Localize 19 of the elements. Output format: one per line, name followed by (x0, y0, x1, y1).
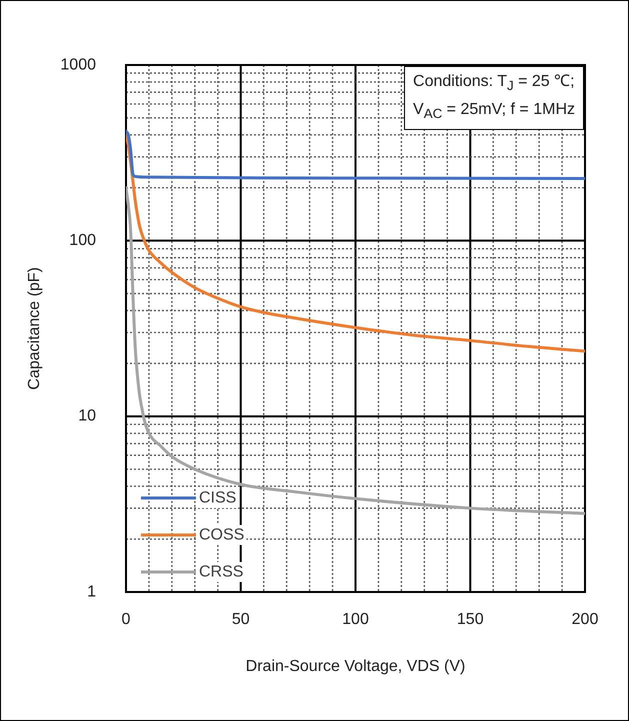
line-series (126, 186, 585, 515)
x-tick-label: 150 (456, 611, 484, 628)
y-tick-label: 1 (87, 583, 96, 600)
legend-label: COSS (199, 526, 244, 544)
x-tick-label: 0 (122, 611, 131, 628)
y-tick-label: 10 (78, 408, 96, 425)
y-axis-title: Capacitance (pF) (26, 267, 44, 390)
x-tick-label: 200 (572, 611, 598, 628)
annotation: V$_{AC}$ = 25mV; f = 1MHz (413, 100, 575, 124)
legend-label: CRSS (199, 563, 244, 580)
x-tick-label: 50 (232, 611, 250, 628)
y-tick-label: 100 (69, 232, 96, 250)
legend-label: CISS (199, 489, 236, 506)
x-tick-label: 100 (342, 611, 369, 628)
y-tick-label: 1000 (60, 56, 96, 74)
annotation: Conditions: T$_{J}$ = 25 ℃; (413, 72, 575, 96)
line-series (126, 130, 585, 180)
x-axis-title: Drain-Source Voltage, VDS (V) (246, 658, 466, 675)
line-series (126, 133, 585, 353)
